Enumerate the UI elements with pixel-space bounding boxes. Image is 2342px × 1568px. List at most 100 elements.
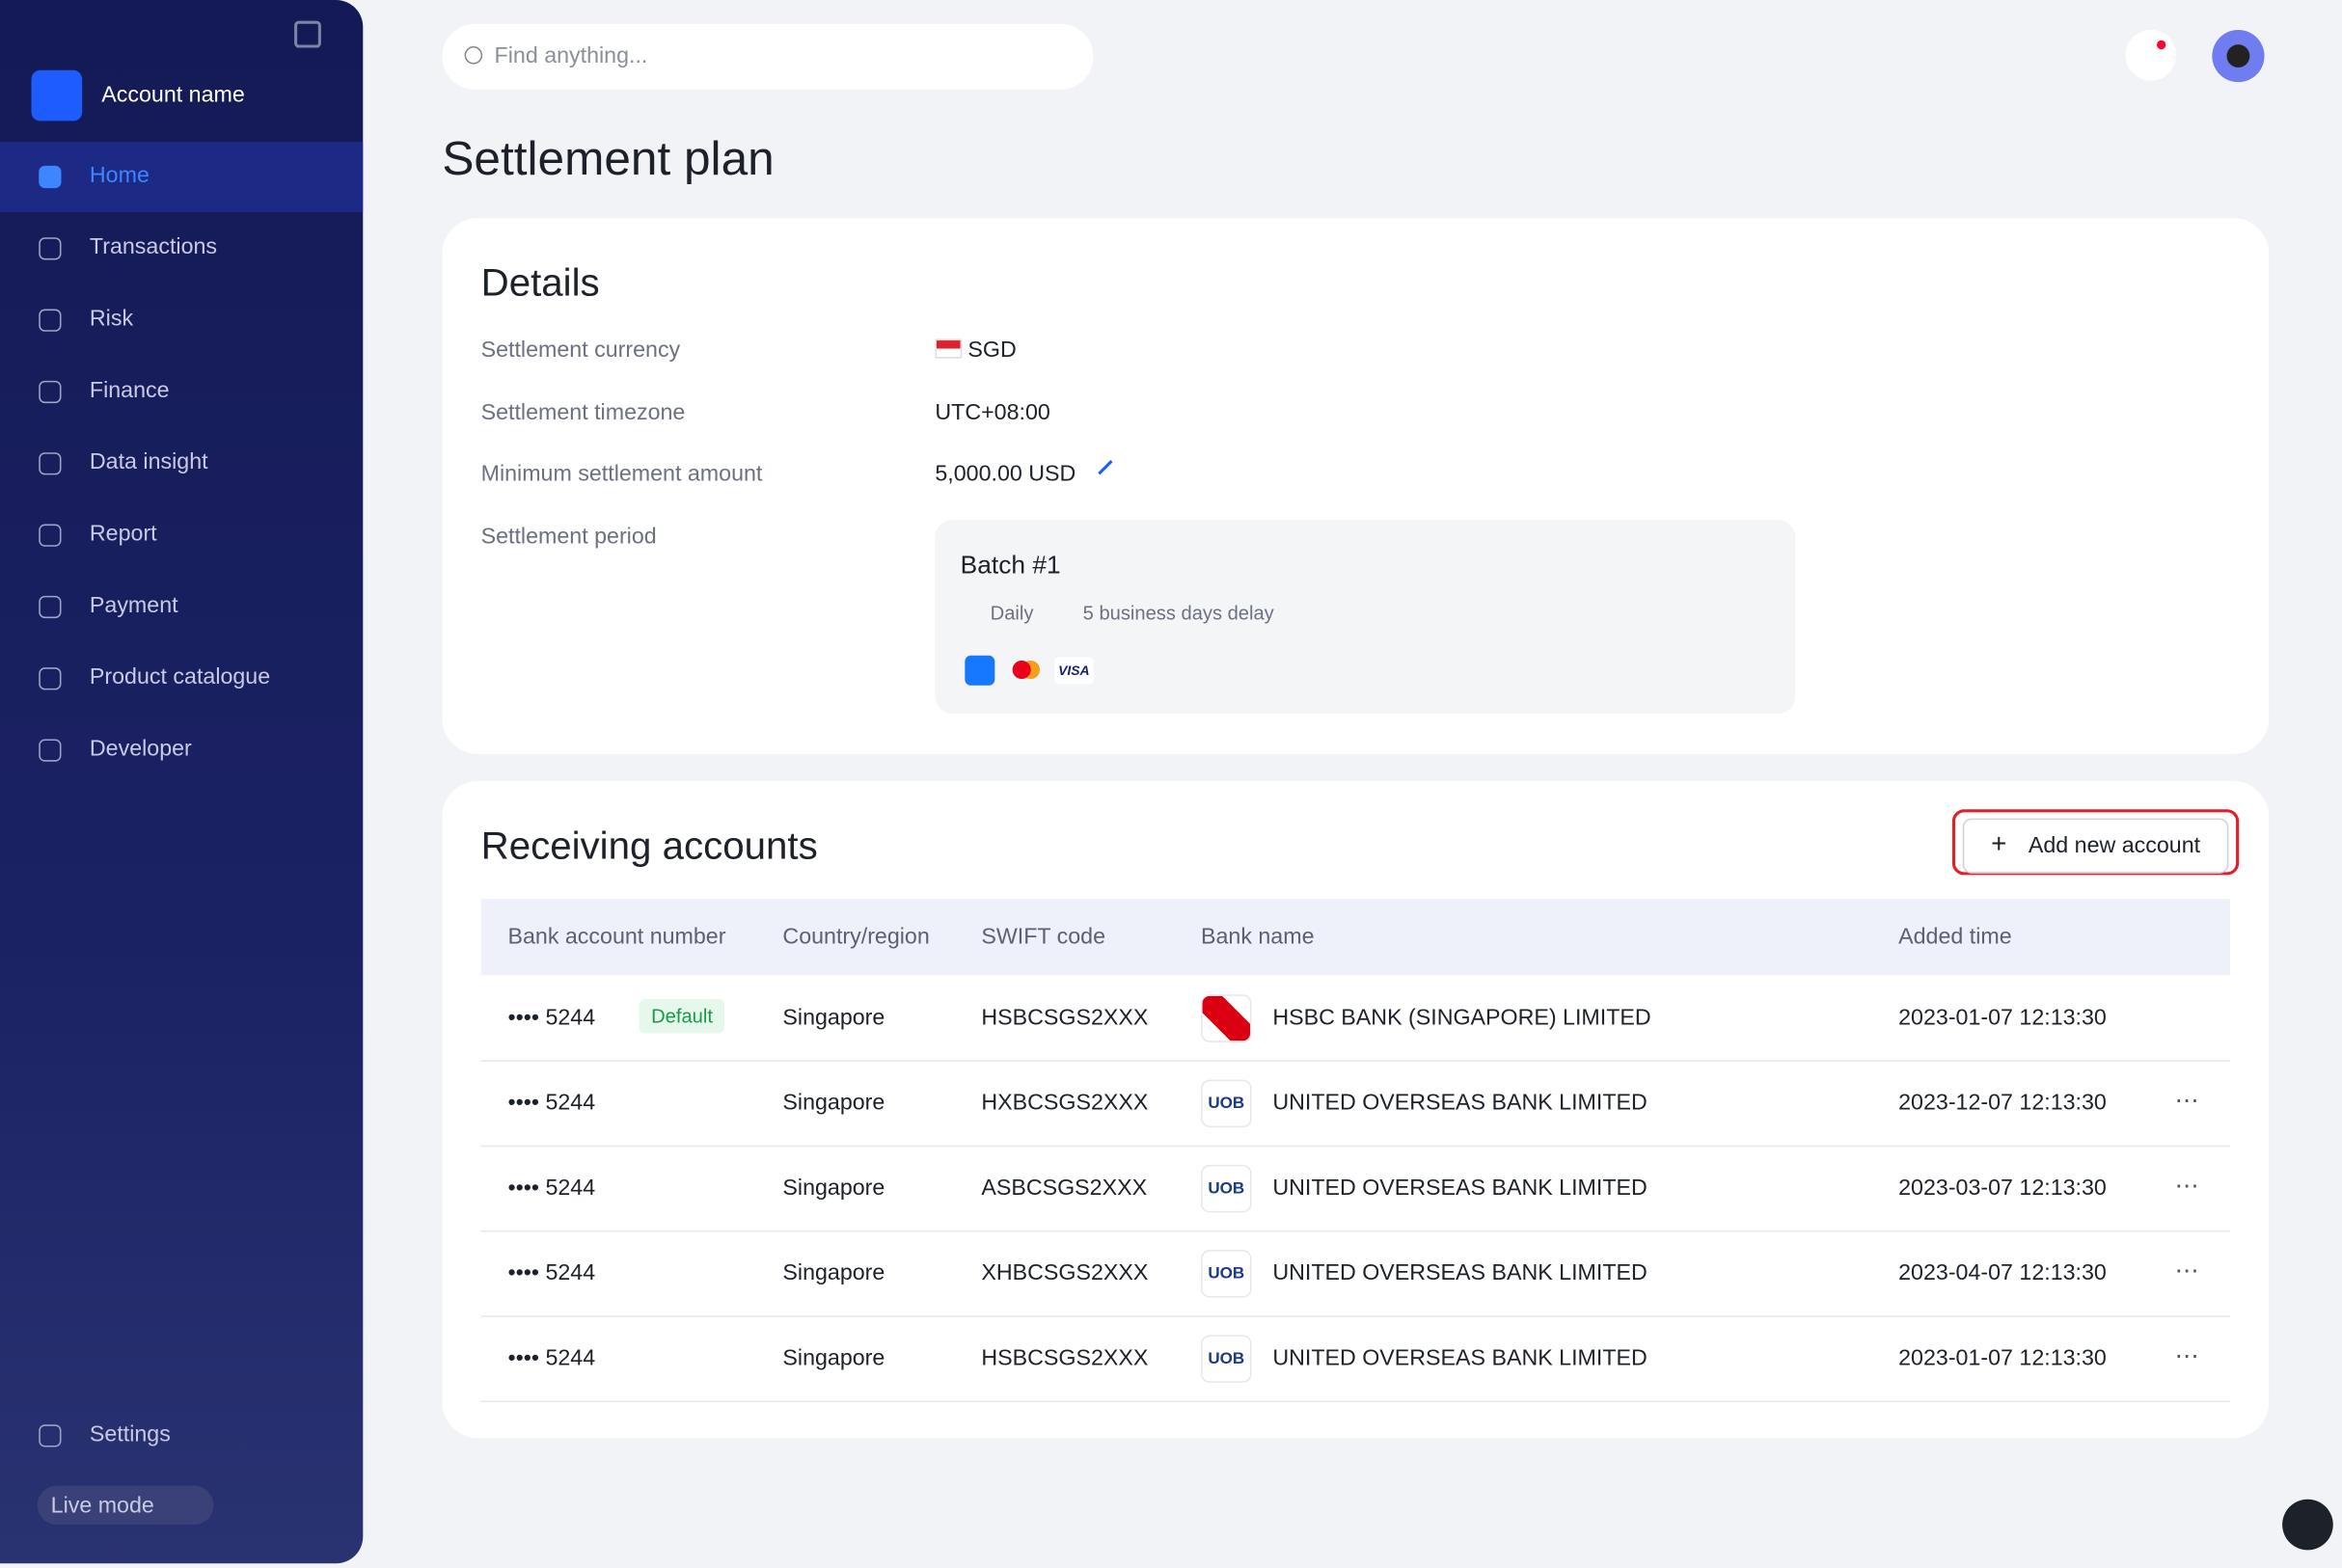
collapse-icon[interactable] <box>294 20 321 48</box>
notification-button[interactable] <box>2125 29 2177 81</box>
nav-label: Data insight <box>89 449 208 475</box>
nav-item[interactable]: Product catalogue <box>0 643 363 714</box>
nav-icon <box>39 739 62 762</box>
alipay-logo <box>965 655 995 686</box>
nav-item[interactable]: Risk <box>0 285 363 356</box>
cell: UNITED OVERSEAS BANK LIMITED <box>1272 1259 1648 1286</box>
details-title: Details <box>480 259 600 305</box>
search-icon <box>464 46 483 65</box>
cell: Singapore <box>782 1259 885 1286</box>
cell: HSBC BANK (SINGAPORE) LIMITED <box>1272 1005 1651 1031</box>
cell: UNITED OVERSEAS BANK LIMITED <box>1272 1345 1648 1371</box>
row-divider <box>480 1315 2230 1317</box>
default-badge: Default <box>639 998 725 1034</box>
cell: ASBCSGS2XXX <box>981 1175 1148 1201</box>
live-mode-toggle[interactable]: Live mode <box>37 1485 214 1526</box>
sg-flag <box>935 338 963 359</box>
cell: XHBCSGS2XXX <box>981 1259 1149 1286</box>
help-button[interactable] <box>2282 1499 2333 1551</box>
nav-item[interactable]: Home <box>0 142 364 212</box>
cell: •••• 5244 <box>507 1259 596 1286</box>
nav-icon <box>39 595 62 619</box>
nav-icon <box>39 667 62 690</box>
nav-item[interactable]: Finance <box>0 357 363 427</box>
notification-dot <box>2157 40 2166 50</box>
logo: ​ <box>31 69 83 122</box>
nav-label: Payment <box>89 592 178 619</box>
account-name[interactable]: Account name <box>101 82 245 108</box>
more-actions[interactable]: ⋯ <box>2174 1343 2199 1369</box>
edit-icon[interactable] <box>1098 460 1113 475</box>
nav-icon <box>39 452 62 475</box>
detail-label: Settlement timezone <box>480 399 686 426</box>
cell: 2023-01-07 12:13:30 <box>1898 1345 2107 1371</box>
batch-box: Batch #1 Daily 5 business days delay VIS… <box>935 519 1796 715</box>
batch-frequency: Daily <box>990 602 1034 625</box>
cell: UNITED OVERSEAS BANK LIMITED <box>1272 1175 1648 1201</box>
accounts-card: Receiving accounts + Add new account Bank… <box>442 780 2270 1439</box>
detail-label: Settlement period <box>480 524 657 550</box>
cell: UNITED OVERSEAS BANK LIMITED <box>1272 1090 1648 1116</box>
more-actions[interactable]: ⋯ <box>2174 1258 2199 1284</box>
accounts-title: Receiving accounts <box>480 823 818 868</box>
nav-item[interactable]: Transactions <box>0 213 363 284</box>
bank-logo: UOB <box>1200 1250 1252 1298</box>
detail-label: Minimum settlement amount <box>480 461 763 487</box>
cell: HXBCSGS2XXX <box>981 1090 1149 1116</box>
column-header: Added time <box>1898 924 2012 950</box>
more-actions[interactable]: ⋯ <box>2174 1088 2199 1115</box>
visa-logo: VISA <box>1054 657 1094 685</box>
column-header: Bank account number <box>507 924 726 950</box>
nav-icon <box>39 524 62 547</box>
nav-item[interactable]: Report <box>0 500 363 571</box>
nav-label: Risk <box>89 306 134 332</box>
column-header: Country/region <box>782 924 930 950</box>
detail-value: UTC+08:00 <box>935 399 1050 426</box>
add-account-button[interactable]: + Add new account <box>1962 818 2229 874</box>
live-mode-label: Live mode <box>50 1493 154 1519</box>
nav-item[interactable]: Developer <box>0 716 363 786</box>
batch-delay: 5 business days delay <box>1082 602 1274 625</box>
detail-value: SGD <box>967 337 1017 364</box>
detail-value: 5,000.00 USD <box>935 461 1076 487</box>
more-actions[interactable]: ⋯ <box>2174 1174 2199 1200</box>
cell: HSBCSGS2XXX <box>981 1005 1149 1031</box>
mastercard-logo <box>1011 658 1042 682</box>
search-placeholder: Find anything... <box>494 42 648 69</box>
cell: •••• 5244 <box>507 1345 596 1371</box>
cell: •••• 5244 <box>507 1090 596 1116</box>
table-header <box>480 899 2230 976</box>
sidebar: ​ Account name Home Transactions Risk Finan… <box>0 0 364 1564</box>
details-card: Details Settlement currency SGD Settlement… <box>442 218 2270 754</box>
cell: 2023-03-07 12:13:30 <box>1898 1175 2107 1201</box>
nav-label: Finance <box>89 377 170 404</box>
settings-label: Settings <box>89 1421 171 1447</box>
detail-label: Settlement currency <box>480 337 681 364</box>
nav-item[interactable]: Data insight <box>0 428 363 499</box>
cell: 2023-04-07 12:13:30 <box>1898 1259 2107 1286</box>
bank-logo <box>1200 994 1252 1042</box>
row-divider <box>480 1400 2230 1403</box>
nav-label: Report <box>89 521 157 547</box>
bank-logo: UOB <box>1200 1079 1252 1128</box>
cell: •••• 5244 <box>507 1175 596 1201</box>
nav-label: Home <box>89 162 150 189</box>
bank-logo: UOB <box>1200 1335 1252 1383</box>
nav-label: Developer <box>89 736 192 762</box>
search-box[interactable]: Find anything... <box>442 23 1094 90</box>
highlight-outline <box>1951 809 2240 876</box>
row-divider <box>480 1230 2230 1232</box>
nav-item[interactable]: Payment <box>0 572 363 642</box>
batch-name: Batch #1 <box>960 551 1061 580</box>
column-header: Bank name <box>1200 924 1315 950</box>
avatar[interactable] <box>2212 29 2265 83</box>
cell: Singapore <box>782 1345 885 1371</box>
nav-icon <box>39 165 62 189</box>
cell: Singapore <box>782 1175 885 1201</box>
bank-logo: UOB <box>1200 1164 1252 1213</box>
settings[interactable]: Settings <box>0 1400 363 1471</box>
cell: HSBCSGS2XXX <box>981 1345 1149 1371</box>
add-account-label: Add new account <box>2028 833 2201 859</box>
